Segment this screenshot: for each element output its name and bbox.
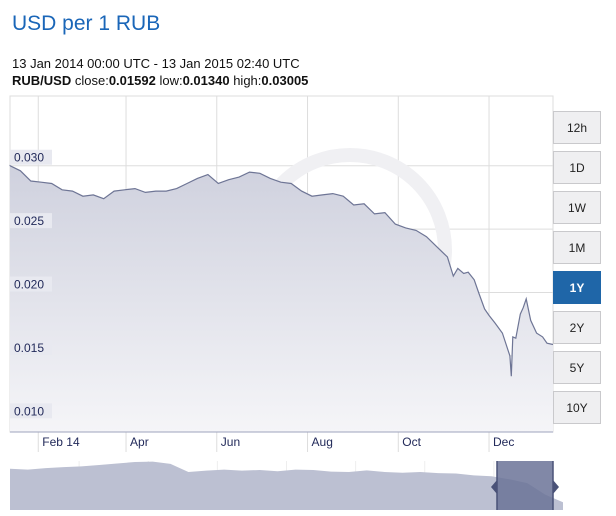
range-button-10y[interactable]: 10Y bbox=[553, 391, 601, 424]
x-tick-label: Dec bbox=[493, 435, 514, 449]
x-tick-label: Oct bbox=[402, 435, 421, 449]
range-button-5y[interactable]: 5Y bbox=[553, 351, 601, 384]
y-label-bg bbox=[10, 213, 52, 229]
range-button-1y[interactable]: 1Y bbox=[553, 271, 601, 304]
navigator-left-handle[interactable] bbox=[491, 480, 497, 494]
x-tick-label: Feb 14 bbox=[42, 435, 80, 449]
close-value: 0.01592 bbox=[108, 73, 156, 88]
ohlc-stats: RUB/USD close:0.01592 low:0.01340 high:0… bbox=[12, 73, 308, 88]
range-button-12h[interactable]: 12h bbox=[553, 111, 601, 144]
high-value: 0.03005 bbox=[261, 73, 309, 88]
navigator-area bbox=[10, 461, 563, 510]
series-line bbox=[9, 164, 554, 377]
y-tick-label: 0.015 bbox=[14, 341, 44, 355]
navigator-selection bbox=[497, 461, 553, 510]
close-label: close: bbox=[74, 73, 109, 88]
range-button-1d[interactable]: 1D bbox=[553, 151, 601, 184]
x-tick-label: Aug bbox=[312, 435, 333, 449]
y-tick-label: 0.030 bbox=[14, 151, 44, 165]
navigator-right-handle[interactable] bbox=[553, 480, 559, 494]
y-label-bg bbox=[10, 403, 52, 419]
date-range: 13 Jan 2014 00:00 UTC - 13 Jan 2015 02:4… bbox=[12, 56, 300, 71]
area-fill bbox=[10, 165, 553, 432]
y-label-bg bbox=[10, 276, 52, 292]
high-label: high: bbox=[233, 73, 262, 88]
x-tick-label: Apr bbox=[130, 435, 149, 449]
y-tick-label: 0.025 bbox=[14, 214, 44, 228]
y-label-bg bbox=[10, 339, 52, 355]
y-tick-label: 0.020 bbox=[14, 278, 44, 292]
range-button-2y[interactable]: 2Y bbox=[553, 311, 601, 344]
chart-title: USD per 1 RUB bbox=[12, 12, 161, 35]
range-button-1w[interactable]: 1W bbox=[553, 191, 601, 224]
y-label-bg bbox=[10, 149, 52, 165]
pair: RUB/USD bbox=[12, 73, 72, 88]
low-label: low: bbox=[159, 73, 183, 88]
low-value: 0.01340 bbox=[182, 73, 230, 88]
x-tick-label: Jun bbox=[221, 435, 240, 449]
y-tick-label: 0.010 bbox=[14, 404, 44, 418]
range-button-1m[interactable]: 1M bbox=[553, 231, 601, 264]
